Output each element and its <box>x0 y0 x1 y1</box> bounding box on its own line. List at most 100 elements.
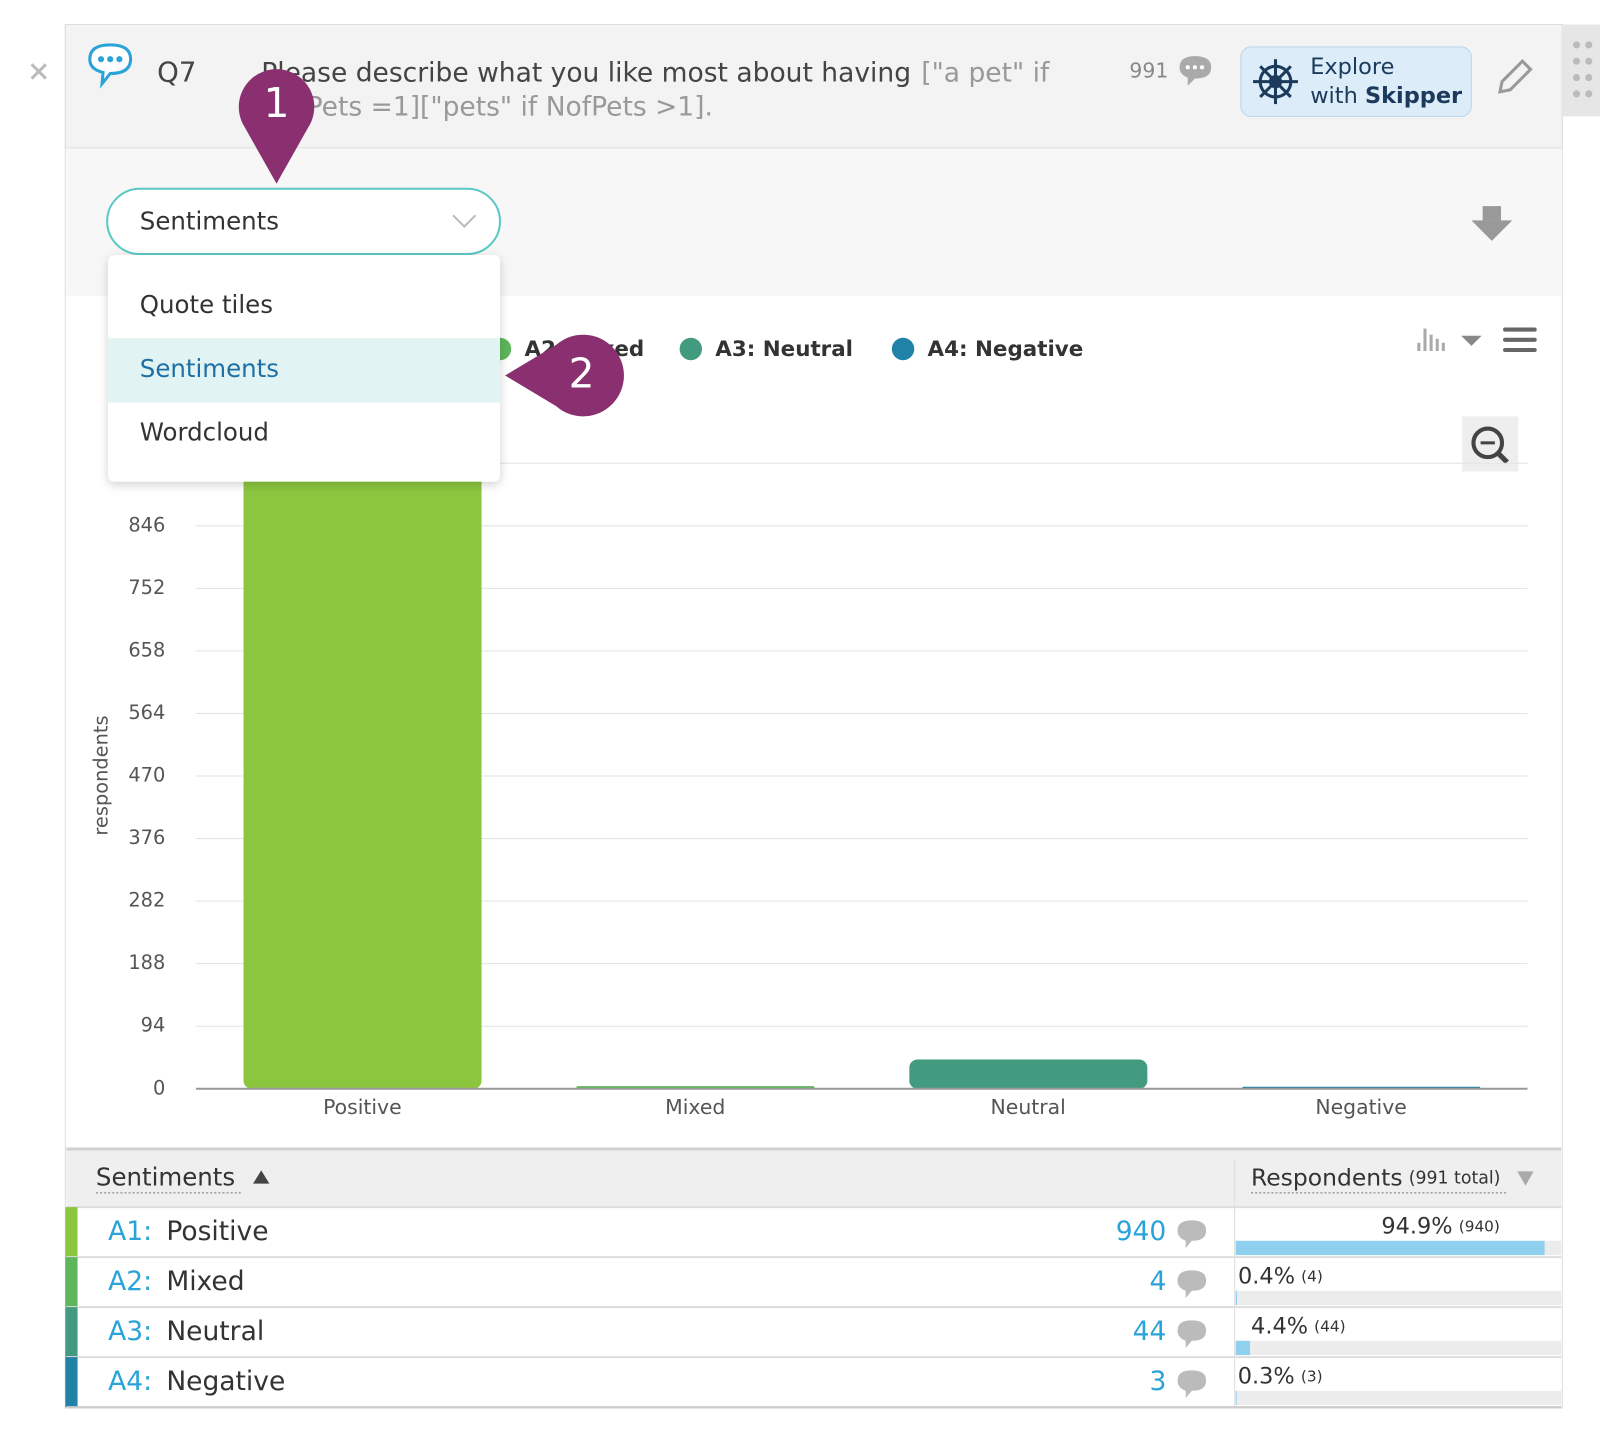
drag-dots <box>1572 41 1593 98</box>
count-label: (3) <box>1301 1367 1323 1385</box>
y-tick-label: 752 <box>128 576 165 599</box>
legend-marker[interactable] <box>679 337 703 361</box>
dropdown-value: Sentiments <box>140 206 279 235</box>
y-tick-label: 0 <box>153 1076 165 1099</box>
row-color-strip <box>65 1207 78 1258</box>
legend-marker[interactable] <box>891 337 915 361</box>
callout-pin <box>505 334 624 417</box>
percent-text: 94.9% (940) <box>1381 1213 1500 1239</box>
x-tick-label: Negative <box>1315 1095 1407 1119</box>
percent-label: 0.4% <box>1238 1263 1295 1289</box>
row-code: A4: <box>108 1366 152 1397</box>
row-label: Positive <box>166 1216 268 1247</box>
row-color-strip <box>65 1257 78 1308</box>
percent-bar <box>1235 1340 1251 1356</box>
count-label: (4) <box>1301 1267 1323 1285</box>
percent-label: 0.3% <box>1238 1363 1295 1389</box>
y-tick-label: 188 <box>128 951 165 974</box>
chart-type-button[interactable] <box>1417 328 1482 352</box>
callout-number: 1 <box>264 79 290 127</box>
y-tick-label: 564 <box>128 701 165 724</box>
row-color-strip <box>65 1357 78 1408</box>
drag-handle[interactable] <box>1562 24 1600 117</box>
percent-bar <box>1235 1290 1238 1306</box>
menu-highlight <box>108 338 500 403</box>
callout-number: 2 <box>569 350 595 398</box>
download-button[interactable] <box>1471 206 1513 241</box>
comment-icon <box>1177 1370 1207 1398</box>
column-header[interactable]: Sentiments <box>96 1163 235 1192</box>
question-text: Please describe what you like most about… <box>261 57 1050 88</box>
x-tick-label: Positive <box>323 1095 402 1119</box>
row-count[interactable]: 44 <box>1133 1316 1167 1347</box>
chart-menu-button[interactable] <box>1503 327 1537 353</box>
bar[interactable] <box>243 463 482 1089</box>
row-label: Mixed <box>166 1266 244 1297</box>
dropdown-menu: Quote tiles Sentiments Wordcloud <box>108 255 500 482</box>
view-dropdown[interactable]: Sentiments <box>106 187 502 256</box>
row-count[interactable]: 3 <box>1149 1366 1166 1397</box>
question-icon <box>88 43 133 89</box>
comment-icon <box>1177 1270 1207 1298</box>
x-tick-label: Mixed <box>665 1095 725 1119</box>
y-tick-label: 846 <box>128 513 165 536</box>
explore-label: Explore <box>1310 54 1394 80</box>
explore-label: with Skipper <box>1310 82 1462 108</box>
percent-track <box>1235 1390 1562 1406</box>
percent-track <box>1235 1340 1562 1356</box>
count-label: (940) <box>1459 1217 1500 1235</box>
percent-track <box>1235 1290 1562 1306</box>
percent-text: 0.4% (4) <box>1238 1263 1323 1289</box>
sort-asc-icon[interactable] <box>253 1170 270 1184</box>
row-code: A1: <box>108 1216 152 1247</box>
edit-button[interactable] <box>1498 59 1533 94</box>
row-count[interactable]: 4 <box>1149 1266 1166 1297</box>
menu-option[interactable]: Wordcloud <box>140 418 269 447</box>
total-label: (991 total) <box>1409 1169 1501 1189</box>
question-id: Q7 <box>157 56 196 88</box>
row-count[interactable]: 940 <box>1116 1216 1167 1247</box>
percent-text: 4.4% (44) <box>1251 1313 1346 1339</box>
percent-label: 4.4% <box>1251 1313 1308 1339</box>
comment-icon <box>1179 56 1212 86</box>
y-tick-label: 94 <box>141 1014 166 1037</box>
row-color-strip <box>65 1307 78 1358</box>
explore-with: with <box>1310 82 1358 108</box>
chart: 094188282376470564658752846940A1: Positi… <box>128 337 1528 1119</box>
explore-brand: Skipper <box>1365 82 1462 108</box>
table-header <box>66 1147 1562 1208</box>
column-header[interactable]: Respondents (991 total) <box>1251 1163 1500 1191</box>
zoom-out-button[interactable] <box>1462 416 1519 472</box>
column-header-label: Respondents <box>1251 1163 1403 1191</box>
y-tick-label: 282 <box>128 889 165 912</box>
comment-icon <box>1177 1220 1207 1248</box>
percent-bar <box>1235 1390 1237 1406</box>
table: Sentiments Respondents (991 total) A1: Pos… <box>65 1147 1562 1409</box>
percent-label: 94.9% <box>1381 1213 1452 1239</box>
question-piping: NofPets =1]["pets" if NofPets >1]. <box>261 92 713 123</box>
explore-button[interactable]: Explore with Skipper <box>1240 46 1472 117</box>
y-tick-label: 470 <box>128 764 165 787</box>
menu-option[interactable]: Quote tiles <box>140 290 273 319</box>
row-label: Neutral <box>166 1316 264 1347</box>
row-code: A2: <box>108 1266 152 1297</box>
sort-desc-icon[interactable] <box>1517 1171 1534 1186</box>
percent-bar <box>1235 1240 1545 1256</box>
question-text-main: Please describe what you like most about… <box>261 57 911 88</box>
bar[interactable] <box>909 1059 1148 1089</box>
response-count: 991 <box>1129 58 1168 82</box>
comment-icon <box>1177 1320 1207 1348</box>
percent-text: 0.3% (3) <box>1238 1363 1323 1389</box>
callouts: 12 <box>238 69 624 417</box>
legend-label[interactable]: A4: Negative <box>928 337 1084 362</box>
row-code: A3: <box>108 1316 152 1347</box>
close-button[interactable] <box>30 63 48 80</box>
count-label: (44) <box>1314 1317 1345 1335</box>
legend-label[interactable]: A3: Neutral <box>715 337 853 362</box>
y-tick-label: 658 <box>128 638 165 661</box>
y-tick-label: 376 <box>128 826 165 849</box>
question-piping: ["a pet" if <box>921 57 1050 88</box>
menu-option[interactable]: Sentiments <box>140 354 279 383</box>
